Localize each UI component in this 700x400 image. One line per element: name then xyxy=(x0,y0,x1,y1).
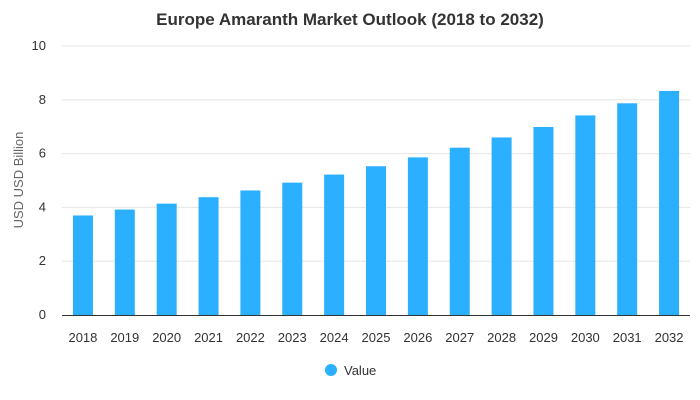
x-tick-label: 2020 xyxy=(152,330,181,345)
bar[interactable] xyxy=(533,126,554,316)
y-tick-label: 8 xyxy=(39,92,46,107)
bar[interactable] xyxy=(366,166,386,315)
bar[interactable] xyxy=(659,90,680,315)
bar[interactable] xyxy=(282,182,303,315)
x-tick-label: 2023 xyxy=(278,330,307,345)
y-tick-label: 4 xyxy=(39,199,46,214)
x-tick-label: 2022 xyxy=(236,330,265,345)
y-tick-label: 0 xyxy=(39,307,46,322)
bars xyxy=(72,90,680,316)
bar[interactable] xyxy=(617,103,638,315)
bar[interactable] xyxy=(449,147,470,315)
x-tick-label: 2018 xyxy=(68,330,97,345)
bar[interactable] xyxy=(198,197,219,315)
bar[interactable] xyxy=(72,215,93,315)
x-tick-label: 2029 xyxy=(529,330,558,345)
x-tick-label: 2028 xyxy=(487,330,516,345)
x-tick-label: 2021 xyxy=(194,330,223,345)
legend-label: Value xyxy=(344,363,376,378)
x-tick-label: 2027 xyxy=(445,330,474,345)
y-axis-ticks: 0 2 4 6 8 10 xyxy=(32,38,46,322)
x-tick-label: 2025 xyxy=(362,330,391,345)
bar[interactable] xyxy=(407,157,428,315)
bar[interactable] xyxy=(240,190,261,315)
x-tick-label: 2032 xyxy=(655,330,684,345)
x-tick-label: 2031 xyxy=(613,330,642,345)
x-tick-label: 2026 xyxy=(403,330,432,345)
chart-title: Europe Amaranth Market Outlook (2018 to … xyxy=(156,10,544,29)
legend-swatch xyxy=(325,364,337,376)
y-tick-label: 10 xyxy=(32,38,46,53)
legend[interactable]: Value xyxy=(325,363,376,378)
x-tick-label: 2024 xyxy=(320,330,349,345)
x-tick-label: 2019 xyxy=(110,330,139,345)
bar[interactable] xyxy=(114,209,135,315)
bar[interactable] xyxy=(324,174,345,315)
bar[interactable] xyxy=(491,137,512,315)
y-axis-label: USD USD Billion xyxy=(11,132,26,229)
x-tick-label: 2030 xyxy=(571,330,600,345)
y-tick-label: 6 xyxy=(39,146,46,161)
bar[interactable] xyxy=(156,203,177,315)
x-axis-ticks: 2018 2019 2020 2021 2022 2023 2024 2025 2026 2027… xyxy=(68,330,683,345)
y-tick-label: 2 xyxy=(39,253,46,268)
bar[interactable] xyxy=(575,115,596,315)
